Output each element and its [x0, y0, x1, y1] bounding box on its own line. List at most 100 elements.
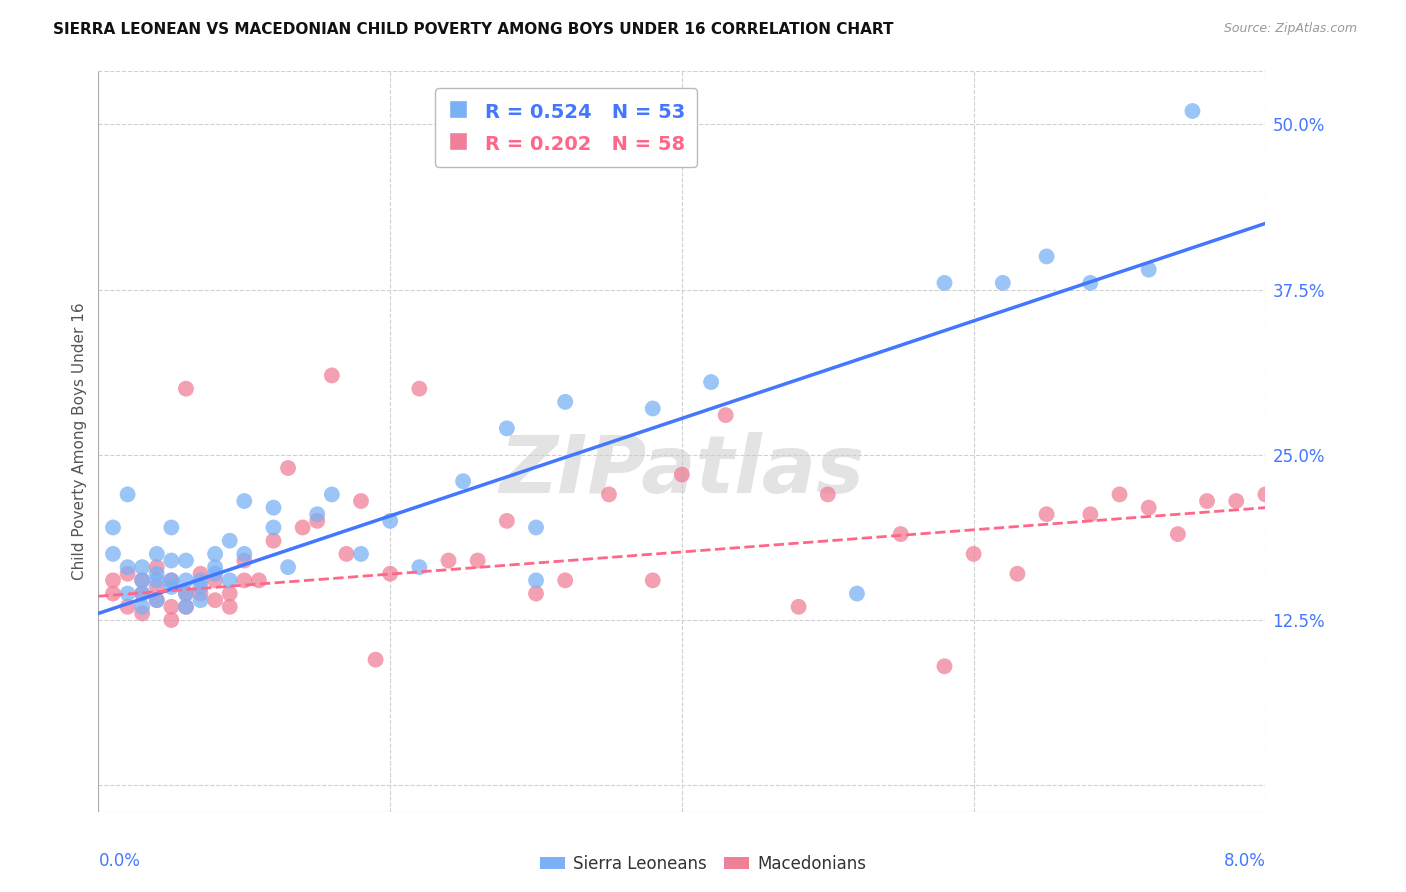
Point: [408, 382, 430, 396]
Point: [335, 547, 357, 561]
Point: [1007, 566, 1029, 581]
Point: [101, 520, 124, 534]
Text: Source: ZipAtlas.com: Source: ZipAtlas.com: [1223, 22, 1357, 36]
Point: [890, 527, 912, 541]
Point: [714, 408, 737, 422]
Point: [1167, 527, 1189, 541]
Point: [451, 474, 474, 488]
Point: [204, 593, 226, 607]
Point: [204, 574, 226, 588]
Point: [174, 553, 197, 567]
Point: [262, 520, 284, 534]
Point: [934, 276, 956, 290]
Point: [174, 599, 197, 614]
Point: [524, 520, 547, 534]
Point: [991, 276, 1014, 290]
Point: [117, 487, 139, 501]
Point: [962, 547, 984, 561]
Point: [380, 566, 402, 581]
Point: [204, 566, 226, 581]
Point: [190, 586, 212, 600]
Point: [101, 574, 124, 588]
Point: [262, 533, 284, 548]
Point: [321, 368, 343, 383]
Point: [350, 547, 373, 561]
Point: [524, 586, 547, 600]
Point: [641, 574, 664, 588]
Point: [1035, 250, 1057, 264]
Point: [934, 659, 956, 673]
Point: [131, 607, 153, 621]
Point: [1080, 508, 1102, 522]
Point: [218, 574, 240, 588]
Point: [1108, 487, 1130, 501]
Text: ZIPatlas: ZIPatlas: [499, 432, 865, 510]
Point: [1080, 276, 1102, 290]
Point: [700, 375, 723, 389]
Point: [307, 508, 329, 522]
Point: [117, 599, 139, 614]
Text: SIERRA LEONEAN VS MACEDONIAN CHILD POVERTY AMONG BOYS UNDER 16 CORRELATION CHART: SIERRA LEONEAN VS MACEDONIAN CHILD POVER…: [53, 22, 894, 37]
Point: [174, 586, 197, 600]
Point: [321, 487, 343, 501]
Point: [554, 574, 576, 588]
Point: [190, 580, 212, 594]
Point: [1225, 494, 1247, 508]
Point: [554, 395, 576, 409]
Point: [146, 593, 169, 607]
Point: [364, 653, 387, 667]
Point: [204, 547, 226, 561]
Legend: R = 0.524   N = 53, R = 0.202   N = 58: R = 0.524 N = 53, R = 0.202 N = 58: [434, 88, 697, 167]
Point: [160, 574, 183, 588]
Point: [380, 514, 402, 528]
Point: [1035, 508, 1057, 522]
Point: [247, 574, 270, 588]
Point: [174, 599, 197, 614]
Point: [146, 580, 169, 594]
Point: [117, 566, 139, 581]
Point: [146, 574, 169, 588]
Point: [233, 553, 256, 567]
Point: [160, 553, 183, 567]
Point: [437, 553, 460, 567]
Point: [496, 514, 519, 528]
Point: [101, 586, 124, 600]
Point: [146, 593, 169, 607]
Point: [598, 487, 620, 501]
Point: [160, 599, 183, 614]
Point: [262, 500, 284, 515]
Point: [160, 574, 183, 588]
Point: [160, 520, 183, 534]
Point: [218, 599, 240, 614]
Point: [467, 553, 489, 567]
Point: [233, 494, 256, 508]
Point: [117, 560, 139, 574]
Y-axis label: Child Poverty Among Boys Under 16: Child Poverty Among Boys Under 16: [72, 302, 87, 581]
Point: [131, 560, 153, 574]
Point: [174, 382, 197, 396]
Point: [1254, 487, 1277, 501]
Point: [174, 586, 197, 600]
Text: 0.0%: 0.0%: [98, 853, 141, 871]
Text: 8.0%: 8.0%: [1223, 853, 1265, 871]
Point: [408, 560, 430, 574]
Point: [671, 467, 693, 482]
Point: [160, 580, 183, 594]
Point: [146, 547, 169, 561]
Point: [1137, 262, 1160, 277]
Point: [233, 574, 256, 588]
Point: [291, 520, 314, 534]
Point: [233, 547, 256, 561]
Point: [190, 574, 212, 588]
Point: [190, 593, 212, 607]
Point: [1137, 500, 1160, 515]
Point: [787, 599, 810, 614]
Point: [190, 566, 212, 581]
Point: [218, 586, 240, 600]
Point: [204, 560, 226, 574]
Point: [496, 421, 519, 435]
Point: [218, 533, 240, 548]
Point: [131, 574, 153, 588]
Point: [146, 566, 169, 581]
Point: [146, 560, 169, 574]
